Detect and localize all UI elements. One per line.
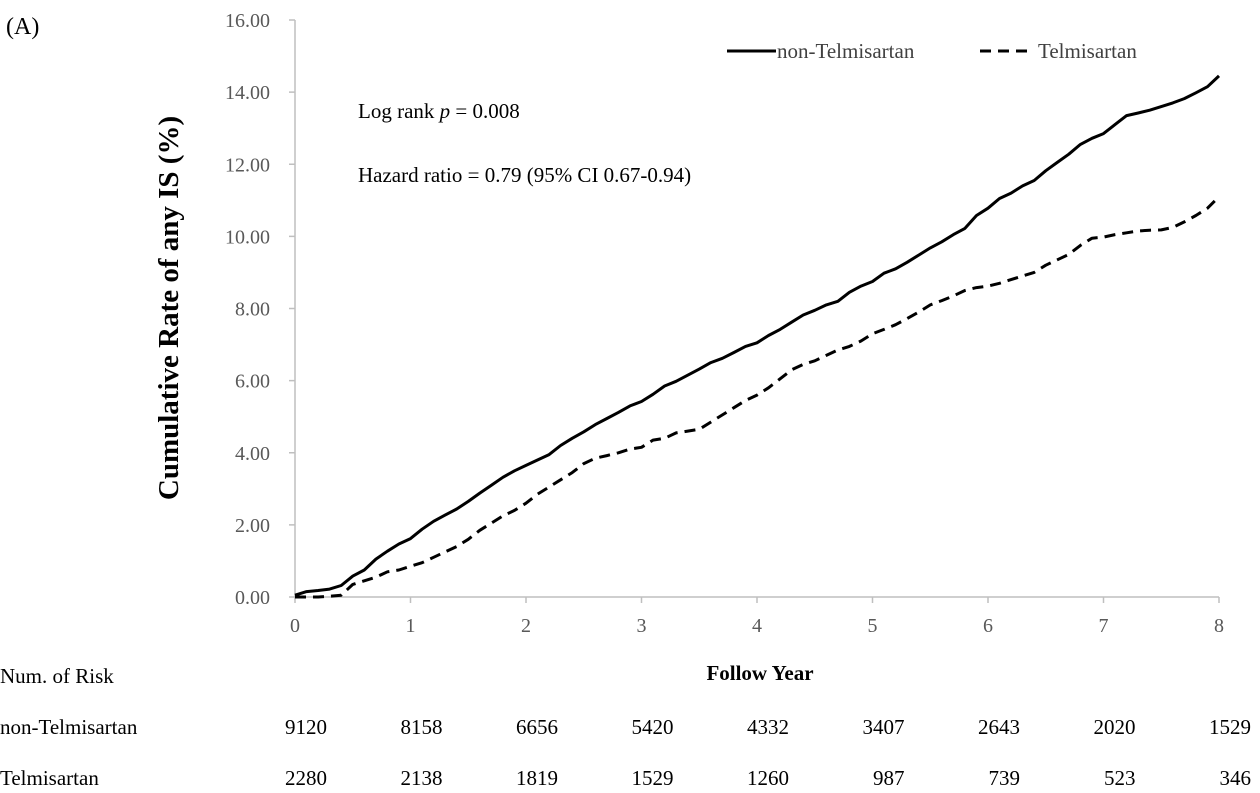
risk-value-cell: 5420 (632, 715, 674, 739)
logrank-value: = 0.008 (450, 99, 520, 123)
risk-value-cell: 2020 (1094, 715, 1136, 739)
series-line-telmisartan (295, 195, 1221, 599)
risk-value-cell: 1529 (1209, 715, 1251, 739)
risk-row-label-telmisartan: Telmisartan (0, 766, 99, 790)
x-axis-label: Follow Year (706, 661, 813, 685)
legend-label-telmisartan: Telmisartan (1038, 39, 1137, 63)
risk-value-cell: 8158 (401, 715, 443, 739)
y-tick-label: 10.00 (225, 226, 270, 248)
risk-value-cell: 1260 (747, 766, 789, 790)
x-tick-label: 4 (752, 615, 762, 637)
risk-value-cell: 523 (1104, 766, 1136, 790)
x-tick-label: 8 (1214, 615, 1224, 637)
risk-value-cell: 2138 (401, 766, 443, 790)
risk-value-cell: 2280 (285, 766, 327, 790)
risk-value-cell: 9120 (285, 715, 327, 739)
x-tick-label: 1 (406, 615, 416, 637)
x-axis-ticks: 0 1 2 3 4 5 6 7 8 (290, 597, 1224, 637)
panel-label: (A) (6, 14, 39, 40)
y-tick-label: 14.00 (225, 82, 270, 104)
risk-value-cell: 6656 (516, 715, 558, 739)
risk-value-cell: 1819 (516, 766, 558, 790)
series-line-non-telmisartan (294, 74, 1221, 597)
x-tick-label: 5 (868, 615, 878, 637)
risk-value-cell: 987 (873, 766, 905, 790)
risk-table-values: 9120 8158 6656 5420 4332 3407 2643 2020 1529 2280… (285, 715, 1251, 790)
legend: non-Telmisartan Telmisartan (727, 39, 1137, 63)
y-tick-label: 8.00 (235, 299, 270, 321)
y-tick-label: 0.00 (235, 587, 270, 609)
hazard-ratio-annotation: Hazard ratio = 0.79 (95% CI 0.67-0.94) (358, 163, 691, 187)
y-tick-label: 4.00 (235, 443, 270, 465)
logrank-annotation: Log rank p = 0.008 (358, 99, 520, 123)
risk-value-cell: 3407 (863, 715, 905, 739)
risk-value-cell: 4332 (747, 715, 789, 739)
legend-label-non-telmisartan: non-Telmisartan (777, 39, 915, 63)
y-tick-label: 16.00 (225, 10, 270, 32)
x-tick-label: 0 (290, 615, 300, 637)
logrank-p: p (438, 99, 451, 123)
risk-value-cell: 1529 (632, 766, 674, 790)
logrank-prefix: Log rank (358, 99, 440, 123)
y-axis-ticks: 0.00 2.00 4.00 6.00 8.00 10.00 12.00 14.00 16.00 (225, 10, 295, 609)
x-tick-label: 6 (983, 615, 993, 637)
risk-value-cell: 2643 (978, 715, 1020, 739)
series-layer (294, 74, 1221, 599)
risk-row-label-non-telmisartan: non-Telmisartan (0, 715, 138, 739)
y-tick-label: 2.00 (235, 515, 270, 537)
risk-table-header: Num. of Risk (0, 664, 114, 688)
y-tick-label: 6.00 (235, 371, 270, 393)
x-tick-label: 7 (1099, 615, 1109, 637)
x-tick-label: 2 (521, 615, 531, 637)
risk-value-cell: 346 (1220, 766, 1252, 790)
y-tick-label: 12.00 (225, 154, 270, 176)
x-tick-label: 3 (637, 615, 647, 637)
risk-value-cell: 739 (989, 766, 1021, 790)
y-axis-label: Cumulative Rate of any IS (%) (153, 116, 185, 500)
